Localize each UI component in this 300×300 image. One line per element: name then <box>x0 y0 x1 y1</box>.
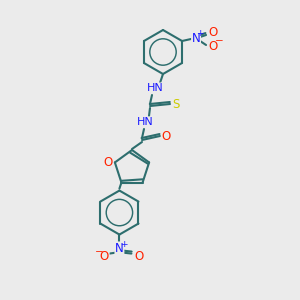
Text: O: O <box>100 250 109 263</box>
Text: O: O <box>208 40 218 53</box>
Text: O: O <box>208 26 218 40</box>
Text: O: O <box>135 250 144 263</box>
Text: N: N <box>115 242 124 255</box>
Text: HN: HN <box>136 117 153 127</box>
Text: N: N <box>192 32 200 46</box>
Text: S: S <box>172 98 180 110</box>
Text: +: + <box>120 240 127 249</box>
Text: HN: HN <box>147 83 164 93</box>
Text: O: O <box>161 130 171 142</box>
Text: +: + <box>196 29 204 38</box>
Text: −: − <box>95 247 104 256</box>
Text: O: O <box>103 156 112 169</box>
Text: −: − <box>215 36 224 46</box>
